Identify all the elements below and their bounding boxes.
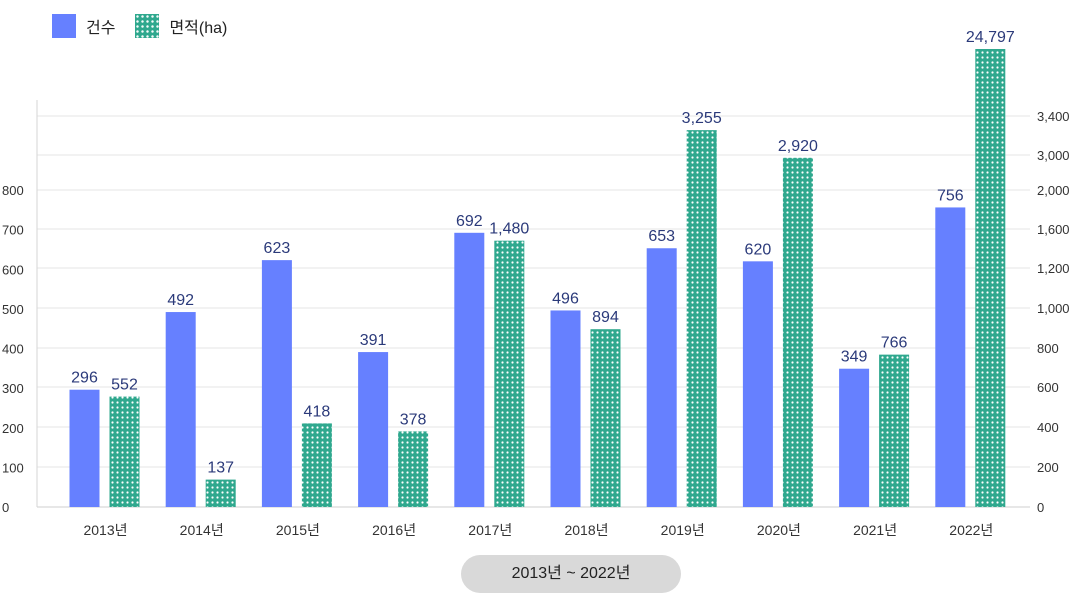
y-right-tick-label: 200 [1037, 460, 1059, 475]
y-left-tick-label: 0 [2, 500, 9, 515]
bar-area-value-label: 24,797 [966, 29, 1015, 46]
y-right-tick-label: 800 [1037, 341, 1059, 356]
bar-area [301, 423, 332, 507]
y-right-tick-label: 2,000 [1037, 183, 1070, 198]
legend-item-count: 건수 [52, 14, 115, 38]
bar-count-value-label: 496 [552, 290, 579, 307]
bar-area-value-label: 2,920 [778, 138, 818, 155]
label-layer: 296 552 492 137 623 418 391 378 692 1,480 496 894 65… [71, 29, 1015, 477]
y-left-tick-label: 200 [2, 421, 24, 436]
legend-swatch-area [135, 14, 160, 38]
bar-count-value-label: 296 [71, 370, 98, 387]
bar-count-value-label: 492 [167, 292, 194, 309]
bar-area [398, 431, 429, 507]
legend-item-area: 면적(ha) [135, 14, 227, 38]
bar-count-value-label: 349 [841, 349, 868, 366]
bar-area [686, 130, 717, 507]
y-left-tick-label: 100 [2, 460, 24, 475]
bar-count-value-label: 620 [745, 241, 772, 258]
bar-count [165, 312, 196, 507]
y-right-tick-label: 1,600 [1037, 222, 1070, 237]
y-left-tick-label: 400 [2, 342, 24, 357]
x-tick-label: 2022년 [949, 522, 993, 538]
y-left-tick-label: 500 [2, 302, 24, 317]
legend: 건수 면적(ha) [52, 14, 247, 38]
bar-area-value-label: 3,255 [682, 110, 722, 127]
y-right-tick-label: 3,400 [1037, 109, 1070, 124]
bar-count [935, 207, 966, 507]
bar-area-value-label: 418 [304, 403, 331, 420]
bar-area-value-label: 552 [111, 377, 138, 394]
y-left-tick-label: 600 [2, 262, 24, 277]
y-right-tick-label: 3,000 [1037, 148, 1070, 163]
x-tick-label: 2013년 [83, 522, 127, 538]
y-right-tick-label: 600 [1037, 380, 1059, 395]
bar-count [646, 248, 677, 507]
bar-area [205, 479, 236, 507]
y-right-tick-label: 0 [1037, 500, 1044, 515]
y-left-tick-label: 800 [2, 183, 24, 198]
bar-count [550, 310, 581, 507]
bar-area [879, 354, 910, 507]
x-tick-label: 2016년 [372, 522, 416, 538]
bar-area-value-label: 766 [881, 335, 908, 352]
bar-count-value-label: 692 [456, 213, 483, 230]
bar-area [494, 240, 525, 507]
bar-area-value-label: 378 [400, 411, 427, 428]
bar-layer [69, 49, 1006, 508]
bar-area [109, 396, 140, 507]
bar-area [590, 329, 621, 507]
bar-count-value-label: 653 [648, 228, 675, 245]
x-tick-label: 2020년 [757, 522, 801, 538]
y-right-tick-label: 1,200 [1037, 261, 1070, 276]
bar-area [975, 49, 1006, 507]
legend-swatch-count [52, 14, 76, 38]
x-tick-label: 2021년 [853, 522, 897, 538]
grid-layer [36, 100, 1030, 508]
bar-count [261, 260, 292, 507]
y-right-tick-label: 1,000 [1037, 301, 1070, 316]
legend-label-count: 건수 [86, 20, 116, 37]
bar-count-value-label: 756 [937, 187, 964, 204]
y-right-tick-label: 400 [1037, 420, 1059, 435]
period-range-button[interactable]: 2013년 ~ 2022년 [461, 555, 681, 593]
bar-count [742, 261, 773, 507]
y-left-tick-label: 300 [2, 381, 24, 396]
bar-count [69, 389, 100, 507]
x-tick-label: 2015년 [276, 522, 320, 538]
y-left-tick-label: 700 [2, 223, 24, 238]
bar-count-value-label: 623 [264, 240, 291, 257]
legend-label-area: 면적(ha) [169, 20, 228, 37]
bar-area-value-label: 1,480 [489, 221, 529, 238]
x-tick-label: 2017년 [468, 522, 512, 538]
x-tick-label: 2014년 [180, 522, 224, 538]
x-tick-label: 2019년 [661, 522, 705, 538]
bar-count [454, 232, 485, 508]
bar-count-value-label: 391 [360, 332, 387, 349]
x-tick-label: 2018년 [564, 522, 608, 538]
bar-area-value-label: 137 [207, 460, 234, 477]
bar-area [782, 157, 813, 508]
axis-layer: 0 100 200 300 400 500 600 700 800 0 200 400 600 800 1,… [2, 109, 1070, 538]
bar-count [358, 352, 389, 507]
bar-area-value-label: 894 [592, 309, 619, 326]
bar-count [839, 368, 870, 507]
